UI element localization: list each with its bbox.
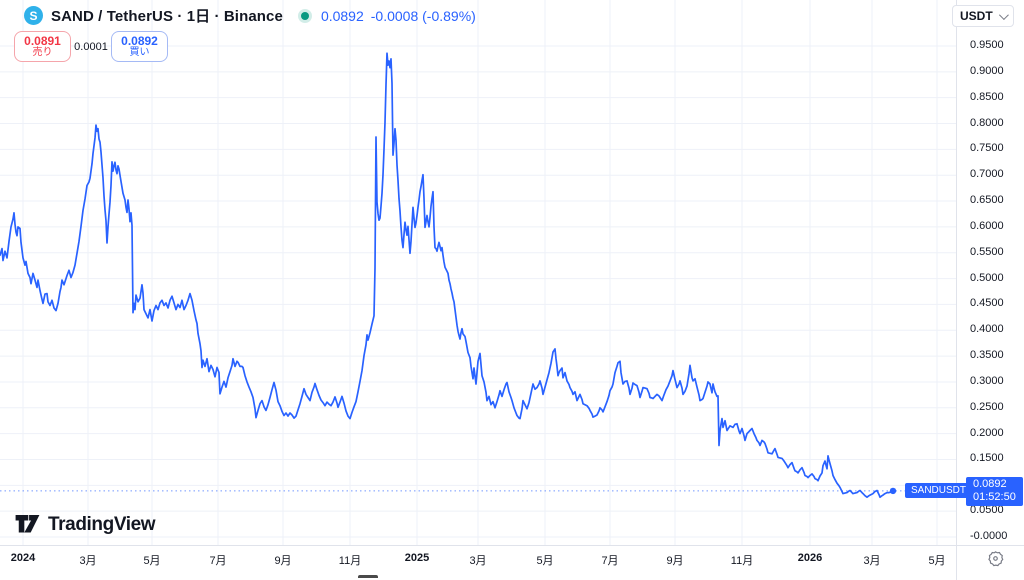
tradingview-logo-icon <box>15 514 40 533</box>
price-axis-label: 0.5000 <box>970 271 1004 284</box>
currency-dropdown-label: USDT <box>960 9 993 23</box>
gear-icon[interactable] <box>984 547 1006 569</box>
price-axis[interactable]: 0.9500 0.9000 0.8500 0.8000 0.7500 0.7000 0.65… <box>957 0 1024 545</box>
last-price-label[interactable]: 0.0892 01:52:50 <box>966 476 1023 506</box>
price-axis-label: 0.9000 <box>970 64 1004 77</box>
price-change-line: 0.0892 -0.0008 (-0.89%) <box>321 8 476 24</box>
buy-price: 0.0892 <box>121 34 158 48</box>
market-status-icon[interactable] <box>300 11 309 20</box>
tradingview-logo[interactable]: TradingView <box>14 512 156 537</box>
currency-dropdown[interactable]: USDT <box>952 5 1014 27</box>
symbol-logo-icon: S <box>24 6 43 25</box>
price-axis-label: 0.1500 <box>970 452 1004 465</box>
buy-button[interactable]: 0.0892 買い <box>111 31 168 62</box>
price-axis-label: 0.2500 <box>970 400 1004 413</box>
symbol-title[interactable]: SAND / TetherUS · 1日 · Binance <box>51 8 283 25</box>
spread-value: 0.0001 <box>74 40 108 53</box>
sell-label: 売り <box>32 47 53 58</box>
time-axis-label: 9月 <box>274 555 292 567</box>
time-axis-label: 5月 <box>536 555 554 567</box>
symbol-header: S SAND / TetherUS · 1日 · Binance 0.0892 … <box>24 5 476 26</box>
time-axis-label: 11月 <box>730 555 754 567</box>
price-axis-label: -0.0000 <box>970 530 1008 542</box>
chevron-down-icon <box>998 9 1009 20</box>
time-axis[interactable]: 2024 3月 5月 7月 9月 11月 2025 3月 5月 7月 9月 11月 2026 3月 5月 <box>0 546 956 580</box>
time-axis-label: 3月 <box>79 555 97 567</box>
price-axis-label: 0.9500 <box>970 39 1004 51</box>
time-axis-label: 7月 <box>209 555 227 567</box>
time-axis-label: 2024 <box>10 552 36 564</box>
price-axis-label: 0.8500 <box>970 90 1004 103</box>
time-axis-label: 9月 <box>666 555 684 567</box>
time-axis-label: 2025 <box>404 552 430 564</box>
price-axis-label: 0.5500 <box>970 245 1004 258</box>
price-axis-label: 0.6000 <box>970 219 1004 232</box>
price-axis-label: 0.6500 <box>970 194 1004 207</box>
time-axis-label: 2026 <box>797 552 823 564</box>
price-line-series <box>0 52 894 499</box>
sell-button[interactable]: 0.0891 売り <box>14 31 71 62</box>
price-axis-label: 0.4500 <box>970 297 1004 310</box>
last-value-dot <box>889 487 897 495</box>
price-axis-label: 0.3000 <box>970 374 1004 387</box>
time-axis-label: 11月 <box>338 555 362 567</box>
time-axis-label: 5月 <box>143 555 161 567</box>
price-axis-label: 0.3500 <box>970 349 1004 362</box>
tradingview-wordmark: TradingView <box>48 513 156 535</box>
price-axis-label: 0.7000 <box>970 168 1004 181</box>
time-axis-label: 5月 <box>928 555 946 567</box>
last-price-text: 0.0892 <box>320 7 364 24</box>
price-axis-label: 0.8000 <box>970 116 1004 129</box>
time-axis-label: 7月 <box>601 555 619 567</box>
buy-label: 買い <box>129 47 150 58</box>
trade-buttons-row: 0.0891 売り 0.0001 0.0892 買い <box>14 31 168 62</box>
price-axis-label: 0.0500 <box>970 504 1004 517</box>
last-price-label-value: 0.0892 <box>973 477 1007 490</box>
price-change-text: -0.0008 (-0.89%) <box>370 7 476 24</box>
time-axis-label: 3月 <box>469 555 487 567</box>
sell-price: 0.0891 <box>24 34 61 48</box>
series-symbol-tag[interactable]: SANDUSDT <box>905 482 973 498</box>
bar-countdown: 01:52:50 <box>973 490 1016 503</box>
price-axis-label: 0.2000 <box>970 426 1004 439</box>
price-axis-label: 0.4000 <box>970 323 1004 336</box>
time-axis-label: 3月 <box>863 555 881 567</box>
price-axis-label: 0.7500 <box>970 142 1004 155</box>
clipped-bottom-element <box>358 575 378 580</box>
